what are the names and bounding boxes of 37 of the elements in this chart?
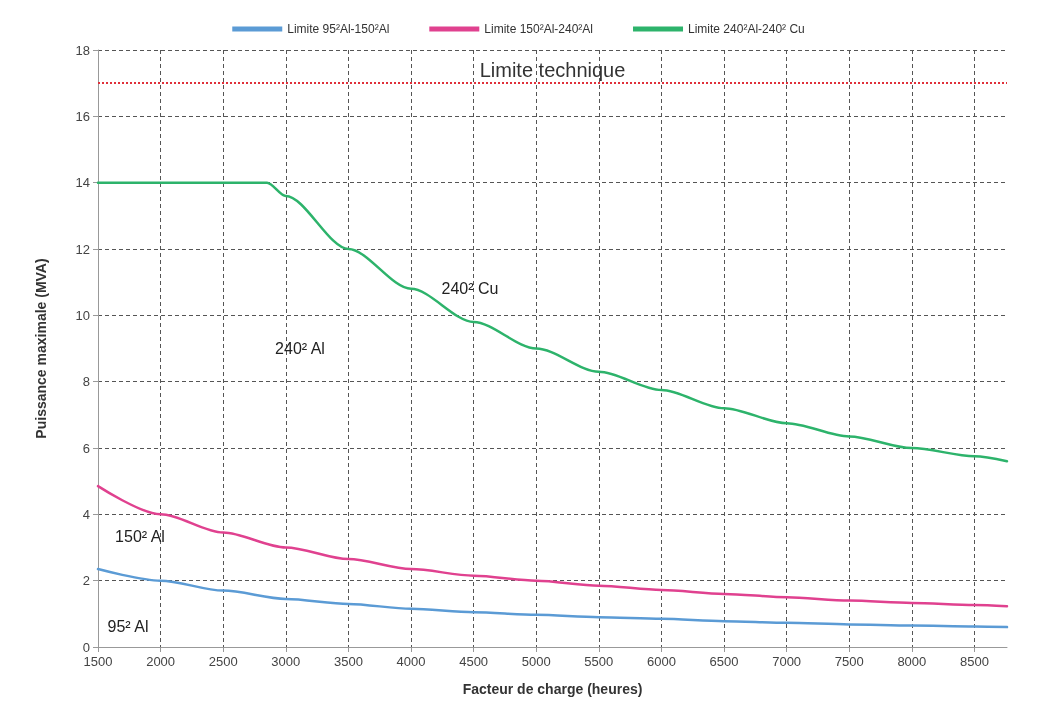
y-tick-label: 0: [82, 639, 90, 655]
x-tick-label: 4000: [396, 654, 426, 669]
y-tick-label: 8: [82, 374, 90, 390]
annotation: 150² Al: [115, 527, 165, 545]
x-tick-label: 6500: [709, 654, 739, 669]
y-tick-label: 18: [75, 42, 90, 58]
line-series: [96, 484, 1009, 608]
y-tick-label: 2: [82, 573, 90, 589]
x-tick-label: 8000: [897, 654, 927, 669]
y-tick-label: 6: [82, 440, 90, 456]
y-axis-title: Puissance maximale (MVA): [33, 258, 49, 439]
annotation: 240² Al: [275, 339, 325, 357]
x-tick-label: 6000: [646, 654, 676, 669]
y-tick-label: 16: [75, 108, 90, 124]
legend-label: Limite 240²Al-240² Cu: [688, 22, 805, 36]
ref-line-label: Limite technique: [479, 59, 626, 82]
x-axis-title: Facteur de charge (heures): [462, 681, 643, 697]
x-tick-label: 8500: [959, 654, 989, 669]
y-tick-label: 10: [75, 307, 90, 323]
x-tick-label: 5000: [521, 654, 551, 669]
x-tick-label: 7000: [772, 654, 802, 669]
annotation: 240² Cu: [441, 279, 499, 297]
x-tick-label: 1500: [83, 654, 113, 669]
x-tick-label: 5500: [584, 654, 614, 669]
x-tick-label: 7500: [834, 654, 864, 669]
y-tick-label: 12: [75, 241, 90, 257]
x-tick-label: 4500: [459, 654, 489, 669]
x-tick-label: 3000: [271, 654, 301, 669]
x-tick-label: 3500: [333, 654, 363, 669]
y-tick-label: 14: [75, 175, 90, 191]
line-series: [96, 181, 1009, 463]
x-tick-label: 2500: [208, 654, 238, 669]
legend-label: Limite 95²Al-150²Al: [287, 22, 390, 36]
annotation: 95² Al: [107, 617, 149, 635]
y-tick-label: 4: [82, 506, 90, 522]
x-tick-label: 2000: [146, 654, 176, 669]
legend-label: Limite 150²Al-240²Al: [484, 22, 594, 36]
